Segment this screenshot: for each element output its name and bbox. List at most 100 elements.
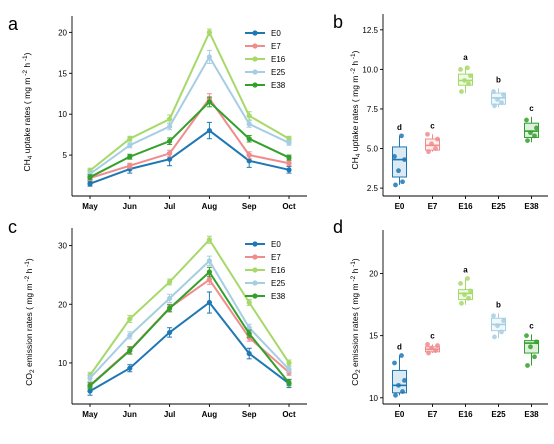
- significance-letter-E25: b: [496, 300, 501, 309]
- jitter-point: [524, 333, 529, 339]
- jitter-point: [492, 103, 497, 109]
- data-point: [167, 138, 173, 144]
- legend-label-E25: E25: [271, 68, 286, 77]
- y-tick-label: 15: [58, 69, 67, 78]
- jitter-point: [433, 146, 438, 151]
- significance-letter-E7: c: [430, 121, 435, 130]
- panel-d-y-axis-title: CO2 emission rates ( mg m -2 h -1): [350, 258, 362, 386]
- jitter-point: [491, 313, 496, 319]
- y-tick-label: 5.0: [367, 145, 379, 154]
- series-line-E16: [89, 238, 290, 376]
- data-point: [286, 360, 292, 366]
- data-point: [127, 348, 133, 354]
- panel-b-box-plot: b CH4 uptake rates ( mg m -2 h -1) 2.5 5.…: [333, 12, 548, 211]
- panel-a-legend: E0 E7 E16 E25 E38: [245, 29, 286, 90]
- panel-a-plot-area: 5 10 15 20 May Jun Jul Aug Sep Oct: [58, 16, 307, 211]
- panel-a-line-chart: a CH4 uptake rates ( mg m -2 h -1) 5 10 15…: [8, 14, 307, 211]
- x-tick-label: Sep: [242, 410, 257, 419]
- y-axis-title-part: h: [22, 63, 32, 70]
- jitter-point: [466, 81, 471, 87]
- legend-marker-E7: [252, 43, 258, 49]
- y-tick-label: 12.5: [362, 26, 378, 35]
- jitter-point: [534, 339, 539, 345]
- box-E7: c: [425, 121, 440, 155]
- jitter-point: [399, 353, 404, 358]
- series-line-E0: [89, 301, 290, 392]
- legend-label-E16: E16: [271, 55, 286, 64]
- data-point: [167, 116, 173, 122]
- legend-marker-E16: [252, 56, 258, 62]
- jitter-point: [433, 348, 438, 353]
- x-tick-label: E7: [428, 410, 438, 419]
- jitter-point: [393, 392, 398, 398]
- box-E0: d: [392, 123, 407, 188]
- significance-letter-E16: a: [463, 265, 468, 274]
- y-axis-title-part: emission rates ( mg m: [24, 283, 34, 369]
- jitter-point: [459, 300, 464, 306]
- legend-label-E7: E7: [271, 42, 281, 51]
- data-point: [87, 375, 93, 381]
- x-tick-label: E0: [395, 410, 405, 419]
- data-point: [206, 127, 212, 134]
- legend-label-E7: E7: [271, 253, 281, 262]
- legend-marker-E0: [252, 30, 258, 36]
- box-E38: c: [524, 321, 539, 368]
- data-point: [127, 316, 133, 322]
- box-E38: c: [524, 104, 539, 144]
- panel-b-y-axis-title: CH4 uptake rates ( mg m -2 h -1): [350, 50, 362, 169]
- data-point: [246, 299, 252, 306]
- jitter-point: [532, 354, 537, 360]
- data-point: [206, 99, 212, 105]
- series-E0: [87, 291, 292, 396]
- jitter-point: [392, 154, 397, 159]
- jitter-point: [525, 138, 530, 144]
- data-point: [206, 237, 212, 243]
- box-E25: b: [491, 300, 506, 340]
- y-axis-title-part: CH: [350, 157, 360, 169]
- significance-letter-E7: c: [430, 331, 435, 340]
- data-point: [286, 167, 292, 173]
- jitter-point: [435, 343, 440, 348]
- data-point: [206, 29, 212, 35]
- box-E0: d: [392, 343, 407, 398]
- y-tick-label: 10: [369, 394, 378, 403]
- legend-label-E25: E25: [271, 279, 286, 288]
- data-point: [206, 299, 212, 306]
- jitter-point: [499, 100, 504, 106]
- y-axis-title-part: uptake rates ( mg m: [22, 78, 32, 156]
- jitter-point: [399, 133, 404, 139]
- y-axis-title-part: 2: [355, 369, 362, 373]
- y-axis-title-part: h: [24, 268, 34, 275]
- panel-d-plot-area: 10 15 20 d E0 c E7 a E16 b E25 c E38: [369, 230, 548, 419]
- legend-marker-E7: [252, 254, 258, 260]
- y-axis-title-part: 2: [29, 369, 36, 373]
- panel-b-plot-area: 2.5 5.0 7.5 10.0 12.5 d E0 c E7 a E16 b E25 c E38: [362, 14, 548, 211]
- data-point: [167, 123, 173, 130]
- jitter-point: [400, 179, 405, 185]
- series-E7: [87, 274, 292, 389]
- y-tick-label: 20: [58, 28, 67, 37]
- series-E38: [87, 96, 292, 181]
- legend-label-E38: E38: [271, 292, 286, 301]
- jitter-point: [492, 334, 497, 340]
- y-axis-title-part: -2: [350, 68, 357, 76]
- jitter-point: [400, 389, 405, 394]
- legend-label-E38: E38: [271, 81, 286, 90]
- jitter-point: [462, 78, 467, 83]
- legend-marker-E25: [252, 69, 258, 75]
- series-line-E16: [89, 30, 290, 172]
- data-point: [246, 113, 252, 119]
- jitter-point: [501, 318, 506, 324]
- data-point: [127, 163, 133, 169]
- jitter-point: [458, 66, 463, 72]
- jitter-point: [426, 149, 431, 155]
- y-axis-title-part: -1: [350, 53, 357, 61]
- data-point: [246, 331, 252, 337]
- y-axis-title-part: uptake rates ( mg m: [350, 76, 360, 154]
- x-tick-label: Aug: [202, 410, 218, 419]
- data-point: [127, 136, 133, 142]
- jitter-point: [426, 350, 431, 356]
- data-point: [127, 142, 133, 148]
- box-E7: c: [425, 331, 440, 356]
- data-point: [246, 121, 252, 127]
